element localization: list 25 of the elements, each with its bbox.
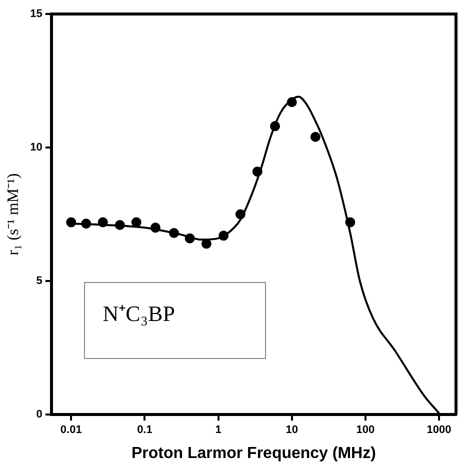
point: [270, 121, 280, 132]
annotation: N⁺C₃BP: [84, 282, 266, 358]
x-tick-label: 0.01: [60, 424, 82, 436]
x-tick-label: 0.1: [137, 424, 152, 436]
point: [235, 209, 246, 220]
y-tick-label: 15: [30, 8, 42, 20]
y-axis-title: r₁ (s⁻¹ mM⁻¹): [4, 173, 22, 256]
point: [81, 218, 92, 229]
point: [252, 166, 262, 177]
y-tick-label: 10: [30, 142, 42, 154]
point: [150, 222, 160, 233]
point: [98, 217, 108, 228]
x-tick-label: 100: [356, 424, 375, 436]
x-tick-label: 10: [286, 424, 298, 436]
y-tick-label: 5: [36, 275, 42, 288]
point: [218, 230, 229, 241]
x-tick-label: 1000: [426, 424, 452, 436]
point: [131, 217, 142, 228]
x-tick-label: 1: [215, 424, 222, 436]
point: [114, 220, 125, 230]
point: [184, 233, 195, 244]
point: [286, 97, 297, 108]
x-axis-title: Proton Larmor Frequency (MHz): [131, 444, 376, 462]
y-tick-label: 0: [36, 408, 42, 421]
point: [201, 238, 212, 249]
